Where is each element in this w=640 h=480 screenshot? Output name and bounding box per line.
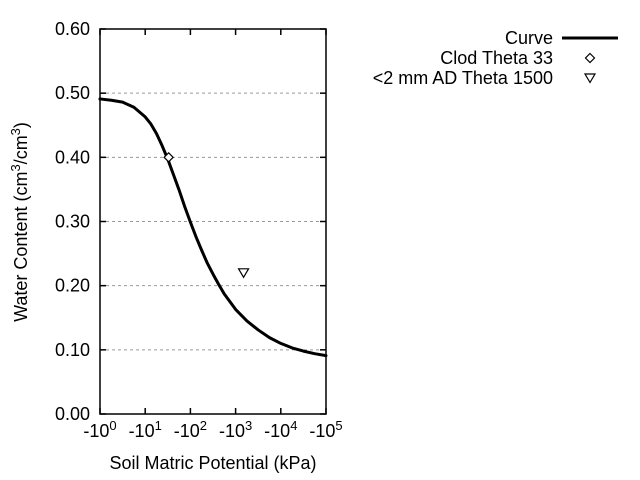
legend-sample-triangle	[583, 73, 597, 84]
legend-sample-diamond	[584, 52, 596, 64]
legend-label-clod-theta-33: Clod Theta 33	[440, 48, 553, 68]
legend-label-ad-theta-1500: <2 mm AD Theta 1500	[373, 68, 553, 88]
x-tick-label-2: -102	[174, 418, 207, 441]
x-tick-label-0: -100	[83, 418, 116, 441]
y-tick-label-0.60: 0.60	[55, 19, 90, 39]
x-tick-label-5: -105	[309, 418, 342, 441]
y-tick-label-0.20: 0.20	[55, 276, 90, 296]
y-tick-label-0.00: 0.00	[55, 404, 90, 424]
x-tick-label-1: -101	[129, 418, 162, 441]
x-tick-label-4: -104	[264, 418, 297, 441]
curve-line	[98, 97, 328, 358]
x-tick-labels: -100 -101 -102 -103 -104 -105	[83, 418, 342, 441]
legend: Curve Clod Theta 33 <2 mm AD Theta 1500	[373, 28, 618, 88]
x-axis-title: Soil Matric Potential (kPa)	[109, 453, 316, 473]
marker-clod-theta-33	[163, 151, 174, 163]
y-axis-title: Water Content (cm3/cm3)	[8, 122, 31, 322]
plot-frame	[99, 28, 327, 415]
y-tick-label-0.30: 0.30	[55, 212, 90, 232]
y-axis-title-text: Water Content (cm3/cm3)	[8, 122, 31, 322]
gridlines	[100, 92, 326, 351]
x-tick-label-3: -103	[219, 418, 252, 441]
y-tick-labels: 0.00 0.10 0.20 0.30 0.40 0.50 0.60	[55, 19, 90, 424]
y-tick-label-0.10: 0.10	[55, 340, 90, 360]
marker-ad-theta-1500	[237, 268, 250, 279]
data-series	[98, 97, 328, 358]
legend-label-curve: Curve	[505, 28, 553, 48]
y-tick-label-0.50: 0.50	[55, 83, 90, 103]
y-tick-label-0.40: 0.40	[55, 147, 90, 167]
legend-samples	[562, 36, 618, 84]
